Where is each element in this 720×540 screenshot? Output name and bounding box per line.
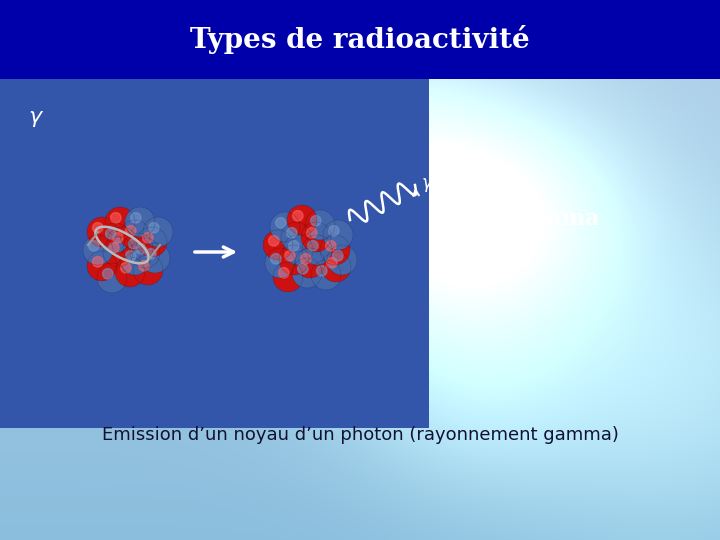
- Circle shape: [133, 255, 163, 285]
- Circle shape: [120, 220, 150, 250]
- Circle shape: [307, 240, 318, 251]
- Circle shape: [111, 213, 121, 223]
- Circle shape: [287, 227, 297, 238]
- Circle shape: [297, 264, 308, 274]
- Circle shape: [281, 222, 311, 252]
- Circle shape: [123, 233, 153, 263]
- Circle shape: [125, 226, 136, 236]
- Circle shape: [130, 238, 160, 268]
- Circle shape: [287, 205, 317, 235]
- Circle shape: [87, 251, 117, 281]
- Circle shape: [323, 220, 353, 250]
- Circle shape: [265, 248, 295, 278]
- Circle shape: [263, 230, 293, 260]
- Text: Types de radioactivité: Types de radioactivité: [190, 25, 530, 54]
- Circle shape: [270, 212, 300, 242]
- Circle shape: [311, 260, 341, 290]
- Circle shape: [279, 267, 289, 278]
- Circle shape: [148, 222, 159, 233]
- Circle shape: [100, 223, 130, 253]
- Circle shape: [97, 263, 127, 293]
- Circle shape: [102, 268, 113, 279]
- Circle shape: [129, 239, 139, 249]
- Text: gamma: gamma: [508, 208, 600, 230]
- Circle shape: [112, 233, 123, 243]
- Circle shape: [300, 254, 311, 264]
- Circle shape: [145, 248, 156, 259]
- Circle shape: [83, 235, 113, 265]
- Circle shape: [310, 215, 321, 226]
- Circle shape: [138, 260, 149, 271]
- Circle shape: [269, 235, 279, 246]
- Bar: [0, 79, 429, 428]
- Circle shape: [289, 240, 299, 251]
- Circle shape: [130, 213, 141, 223]
- Circle shape: [125, 207, 155, 237]
- Circle shape: [320, 235, 350, 265]
- Circle shape: [283, 235, 313, 265]
- Circle shape: [328, 226, 339, 236]
- Circle shape: [321, 252, 351, 282]
- Circle shape: [89, 240, 99, 251]
- Bar: [0, 0, 720, 79]
- Circle shape: [327, 258, 337, 268]
- Circle shape: [107, 227, 137, 257]
- Circle shape: [103, 237, 133, 267]
- Circle shape: [279, 245, 309, 275]
- Circle shape: [301, 222, 331, 252]
- Circle shape: [106, 228, 116, 239]
- Circle shape: [125, 251, 136, 261]
- Circle shape: [292, 211, 303, 221]
- Circle shape: [327, 245, 357, 275]
- Text: $\gamma$: $\gamma$: [28, 107, 44, 129]
- Circle shape: [276, 218, 286, 228]
- Text: Emission d’un noyau d’un photon (rayonnement gamma): Emission d’un noyau d’un photon (rayonne…: [102, 426, 618, 444]
- Circle shape: [143, 233, 153, 243]
- Circle shape: [137, 227, 167, 257]
- Circle shape: [105, 207, 135, 237]
- Circle shape: [302, 235, 332, 265]
- Circle shape: [93, 256, 103, 267]
- Circle shape: [271, 254, 281, 264]
- Circle shape: [292, 258, 322, 288]
- Circle shape: [307, 227, 317, 238]
- Circle shape: [305, 210, 335, 240]
- Circle shape: [109, 242, 119, 253]
- Circle shape: [120, 245, 150, 275]
- Circle shape: [135, 244, 146, 254]
- Circle shape: [333, 251, 343, 261]
- Circle shape: [295, 248, 325, 278]
- Circle shape: [120, 262, 131, 273]
- Circle shape: [317, 266, 327, 276]
- Circle shape: [140, 243, 170, 273]
- Circle shape: [87, 217, 117, 247]
- Text: $\gamma$: $\gamma$: [421, 176, 434, 194]
- Circle shape: [273, 262, 303, 292]
- Circle shape: [325, 240, 336, 251]
- Circle shape: [143, 217, 173, 247]
- Circle shape: [93, 222, 103, 233]
- Circle shape: [115, 257, 145, 287]
- Circle shape: [284, 251, 295, 261]
